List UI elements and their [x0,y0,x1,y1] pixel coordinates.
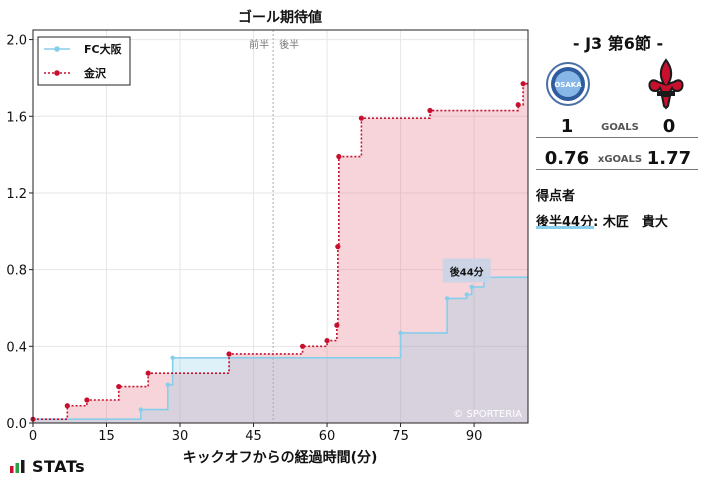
data-point [165,382,170,387]
scorer-team-color-bar [536,226,594,229]
data-point [170,355,175,361]
data-point [138,407,144,412]
legend-label: 金沢 [83,66,107,80]
x-tick-label: 15 [98,429,115,444]
bar-chart-icon [10,460,25,473]
legend-swatch-dot [54,46,60,52]
x-tick-label: 90 [466,429,483,444]
goal-annotation: 後44分 [442,258,491,283]
data-point [469,284,474,290]
goals-row: 1 GOALS 0 [534,116,698,138]
xg-timeline-chart: ゴール期待値 前半 後半 0 15 30 45 60 75 90 0.0 0.4 0.8 1.2 1.6… [6,9,529,466]
away-xg: 1.77 [646,148,692,169]
fleur-de-lis-icon [648,58,684,110]
data-point [64,403,70,409]
data-point [427,107,433,114]
data-point [145,370,151,376]
y-tick-label: 1.2 [6,187,27,202]
x-tick-label: 60 [319,429,336,444]
logo-text: STATs [32,457,86,476]
scorers-heading: 得点者 [536,189,576,204]
legend-label: FC大阪 [84,42,123,56]
axes: 0 15 30 45 60 75 90 0.0 0.4 0.8 1.2 1.6 2.0 [6,29,529,444]
home-xg: 0.76 [544,148,590,169]
halftime-label: 前半 [249,38,269,51]
home-goals: 1 [560,116,574,137]
y-tick-label: 0.0 [6,417,27,432]
divider [536,169,698,170]
crest-text: OSAKA [554,81,582,89]
x-tick-label: 0 [29,429,37,444]
y-tick-label: 1.6 [6,110,27,125]
data-point [398,330,403,336]
y-tick-label: 0.8 [6,264,27,279]
data-point [515,102,521,108]
goals-label: GOALS [601,122,639,133]
plot-frame [32,29,529,424]
data-point [84,397,90,403]
legend-box [37,36,131,86]
series-area [33,277,528,423]
data-point [226,351,232,357]
data-point [299,343,306,349]
series-area [33,83,528,424]
annotation-box [442,258,491,283]
divider [536,137,698,138]
halftime-divider: 前半 後半 [249,30,299,423]
data-point [520,81,526,87]
series-points [30,81,526,422]
xg-row: 0.76 xGOALS 1.77 [534,148,698,170]
data-point [334,322,340,328]
x-tick-label: 45 [245,429,262,444]
x-tick-label: 75 [392,429,409,444]
data-point [336,153,342,160]
away-goals: 0 [662,116,676,137]
x-tick-label: 30 [172,429,189,444]
y-tick-label: 2.0 [6,34,27,49]
data-point [464,292,469,297]
y-tick-label: 0.4 [6,340,27,355]
watermark: © SPORTERIA [453,409,522,420]
annotation-label: 後44分 [450,266,484,279]
series-line [33,82,528,420]
match-round-title: - J3 第6節 - [572,34,664,53]
xg-label: xGOALS [597,154,643,165]
data-point [335,244,341,250]
data-point [324,337,330,344]
chart-title: ゴール期待値 [238,9,322,26]
series-areas [33,83,528,424]
legend-swatch-dot [54,70,60,76]
data-point [116,383,122,390]
data-point [444,296,450,301]
x-axis-label: キックオフからの経過時間(分) [183,449,378,466]
halftime-label: 後半 [279,38,299,51]
fc-osaka-crest-icon: OSAKA [546,62,590,106]
data-point [358,115,364,121]
